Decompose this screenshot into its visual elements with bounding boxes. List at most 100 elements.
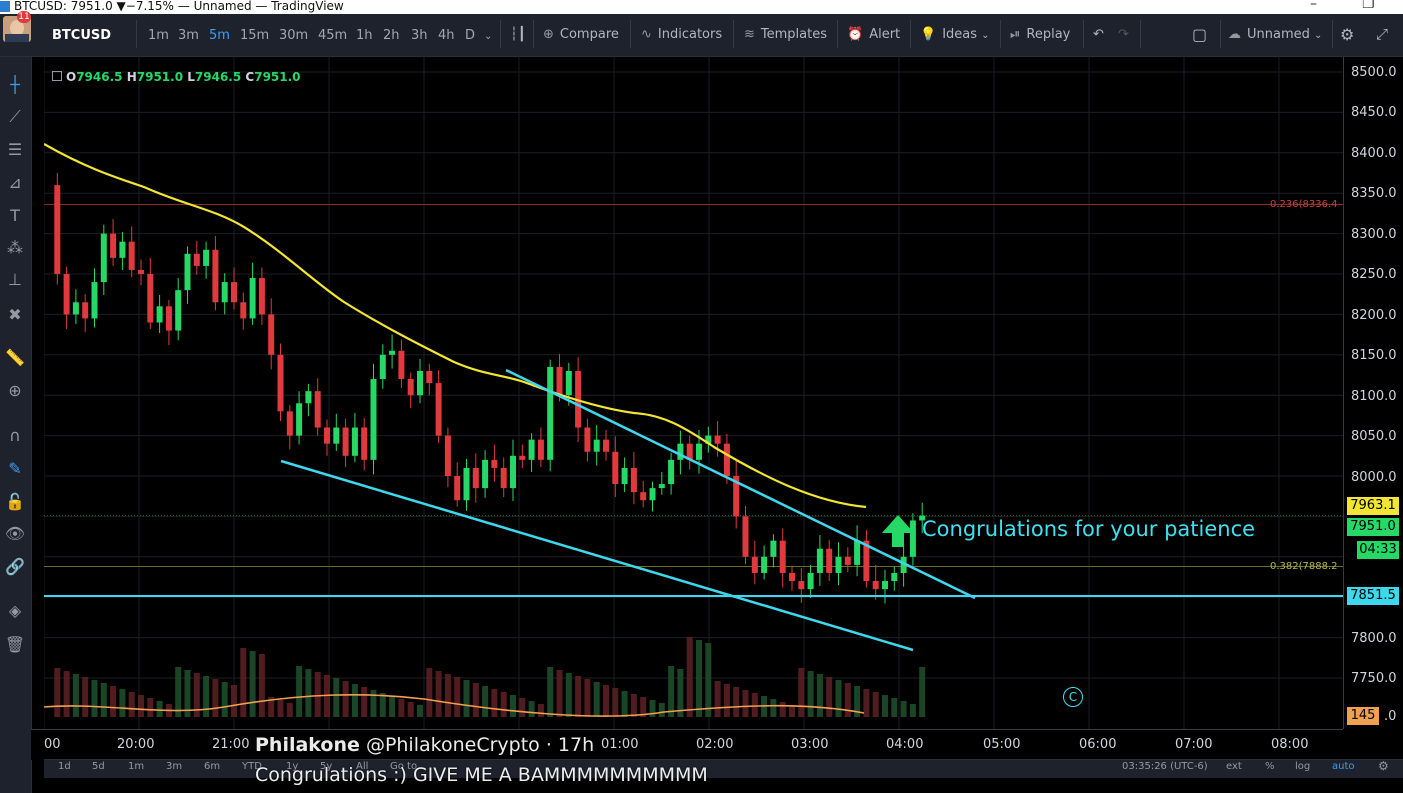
timeframe-4h[interactable]: 4h xyxy=(438,28,455,43)
stay-drawing-icon[interactable]: ✎ xyxy=(8,459,22,478)
range-ytd[interactable]: YTD xyxy=(242,761,262,772)
timeframe-1m[interactable]: 1m xyxy=(148,28,169,43)
trend-line-icon[interactable]: ⟋ xyxy=(9,107,21,126)
volume-bar xyxy=(882,695,888,717)
range-1d[interactable]: 1d xyxy=(58,761,71,772)
redo-icon[interactable]: ↷ xyxy=(1118,27,1129,42)
volume-bar xyxy=(603,685,609,717)
range-3m[interactable]: 3m xyxy=(166,761,183,772)
replay-button[interactable]: ⏯ Replay xyxy=(1010,27,1070,42)
volume-bar xyxy=(816,674,823,717)
close-value: 7951.0 xyxy=(254,70,301,84)
timeframe-D[interactable]: D xyxy=(465,28,476,43)
volume-bar xyxy=(435,671,442,717)
volume-bar xyxy=(119,689,126,717)
fib-382-label: 0.382(7888.2 xyxy=(1270,561,1338,572)
timeframe-dropdown-icon[interactable]: ⌄ xyxy=(484,31,493,42)
ruler-icon[interactable]: 📏 xyxy=(5,348,25,367)
expand-icon[interactable]: ⤢ xyxy=(1376,25,1389,43)
eye-icon[interactable]: 👁 xyxy=(4,524,26,543)
layers-icon[interactable]: ◈ xyxy=(8,601,22,620)
candle-style-icon[interactable]: ┆┃ xyxy=(510,27,526,42)
restore-button[interactable]: ❐ xyxy=(1362,0,1375,12)
ideas-button[interactable]: 💡 Ideas ⌄ xyxy=(920,27,990,42)
timeframe-15m[interactable]: 15m xyxy=(240,28,270,43)
clock-timezone[interactable]: 03:35:26 (UTC-6) xyxy=(1122,761,1208,772)
volume-bar xyxy=(110,686,117,717)
timeframe-3h[interactable]: 3h xyxy=(411,28,428,43)
candle-body xyxy=(603,439,609,452)
undo-icon[interactable]: ↶ xyxy=(1093,27,1104,42)
trash-icon[interactable]: 🗑 xyxy=(4,635,26,654)
templates-label: Templates xyxy=(760,27,827,42)
compare-button[interactable]: ⊕ Compare xyxy=(543,27,619,42)
volume-bar xyxy=(658,703,665,717)
alert-button[interactable]: ⏰ Alert xyxy=(847,27,900,42)
fib-236-label: 0.236(8336.4 xyxy=(1270,199,1338,210)
timeframe-45m[interactable]: 45m xyxy=(318,28,348,43)
volume-bar xyxy=(714,681,721,717)
gear-icon[interactable]: ⚙ xyxy=(1340,25,1355,44)
text-icon[interactable]: T xyxy=(10,206,20,225)
link-icon[interactable]: 🔗 xyxy=(5,557,25,576)
timeframe-2h[interactable]: 2h xyxy=(383,28,400,43)
crosshair-icon[interactable]: ┼ xyxy=(10,75,20,94)
volume-bar xyxy=(370,690,377,717)
percent-scale-toggle[interactable]: % xyxy=(1265,761,1275,772)
candle-body xyxy=(165,306,172,331)
time-tick: 01:00 xyxy=(601,737,639,752)
auto-scale-toggle[interactable]: auto xyxy=(1332,761,1355,772)
minimize-button[interactable]: – xyxy=(1310,0,1317,12)
candle-body xyxy=(640,492,647,501)
candle-body xyxy=(156,306,163,323)
measure-range-icon[interactable]: ⊥ xyxy=(8,270,22,289)
candle-body xyxy=(547,366,554,460)
indicators-label: Indicators xyxy=(657,27,723,42)
templates-button[interactable]: ≋ Templates xyxy=(744,27,827,42)
chart-canvas[interactable] xyxy=(43,57,1343,729)
range-5d[interactable]: 5d xyxy=(92,761,105,772)
timeframe-5m[interactable]: 5m xyxy=(209,28,230,43)
notification-badge[interactable]: 11 xyxy=(17,11,31,23)
time-axis[interactable] xyxy=(31,729,1343,760)
candle-body xyxy=(110,233,117,258)
magnet-icon[interactable]: ∩ xyxy=(9,426,21,445)
indicators-button[interactable]: ∿ Indicators xyxy=(641,27,722,42)
log-scale-toggle[interactable]: log xyxy=(1295,761,1311,772)
fullscreen-square-icon[interactable]: ▢ xyxy=(1192,25,1208,44)
compare-icon: ⊕ xyxy=(543,27,554,42)
candle-body xyxy=(844,556,851,565)
range-1y[interactable]: 1y xyxy=(286,761,299,772)
go-to-date-button[interactable]: Go to... xyxy=(390,761,427,772)
price-tick: 8500.0 xyxy=(1351,65,1397,80)
range-6m[interactable]: 6m xyxy=(204,761,221,772)
zoom-icon[interactable]: ⊕ xyxy=(8,381,22,400)
fib-retracement-icon[interactable]: ☰ xyxy=(7,140,23,159)
legend-toggle-icon[interactable] xyxy=(52,71,62,81)
range-all[interactable]: All xyxy=(356,761,369,772)
chart-grid xyxy=(43,57,1343,729)
toolbar-divider xyxy=(500,20,501,48)
toolbar-divider xyxy=(1332,20,1333,48)
app-icon xyxy=(0,1,10,12)
prediction-icon[interactable]: ⁂ xyxy=(7,238,23,257)
alert-label: Alert xyxy=(869,27,901,42)
close-icon[interactable]: ✖ xyxy=(8,305,22,324)
timeframe-30m[interactable]: 30m xyxy=(279,28,309,43)
candle-body xyxy=(444,435,451,476)
settings-gear-icon[interactable]: ⚙ xyxy=(1378,759,1389,773)
high-value: 7951.0 xyxy=(136,70,184,84)
layout-name-button[interactable]: ☁ Unnamed ⌄ xyxy=(1228,27,1323,42)
candle-body xyxy=(677,443,684,460)
timeframe-3m[interactable]: 3m xyxy=(178,28,199,43)
pattern-icon[interactable]: ⊿ xyxy=(8,173,22,192)
range-5y[interactable]: 5y xyxy=(320,761,333,772)
volume-bar xyxy=(193,673,200,717)
extended-hours-toggle[interactable]: ext xyxy=(1226,761,1242,772)
lock-icon[interactable]: 🔓 xyxy=(5,492,25,511)
timeframe-1h[interactable]: 1h xyxy=(356,28,373,43)
volume-bar xyxy=(630,694,637,717)
symbol-search[interactable]: BTCUSD xyxy=(52,28,112,43)
price-axis[interactable] xyxy=(1343,57,1403,729)
range-1m[interactable]: 1m xyxy=(128,761,145,772)
